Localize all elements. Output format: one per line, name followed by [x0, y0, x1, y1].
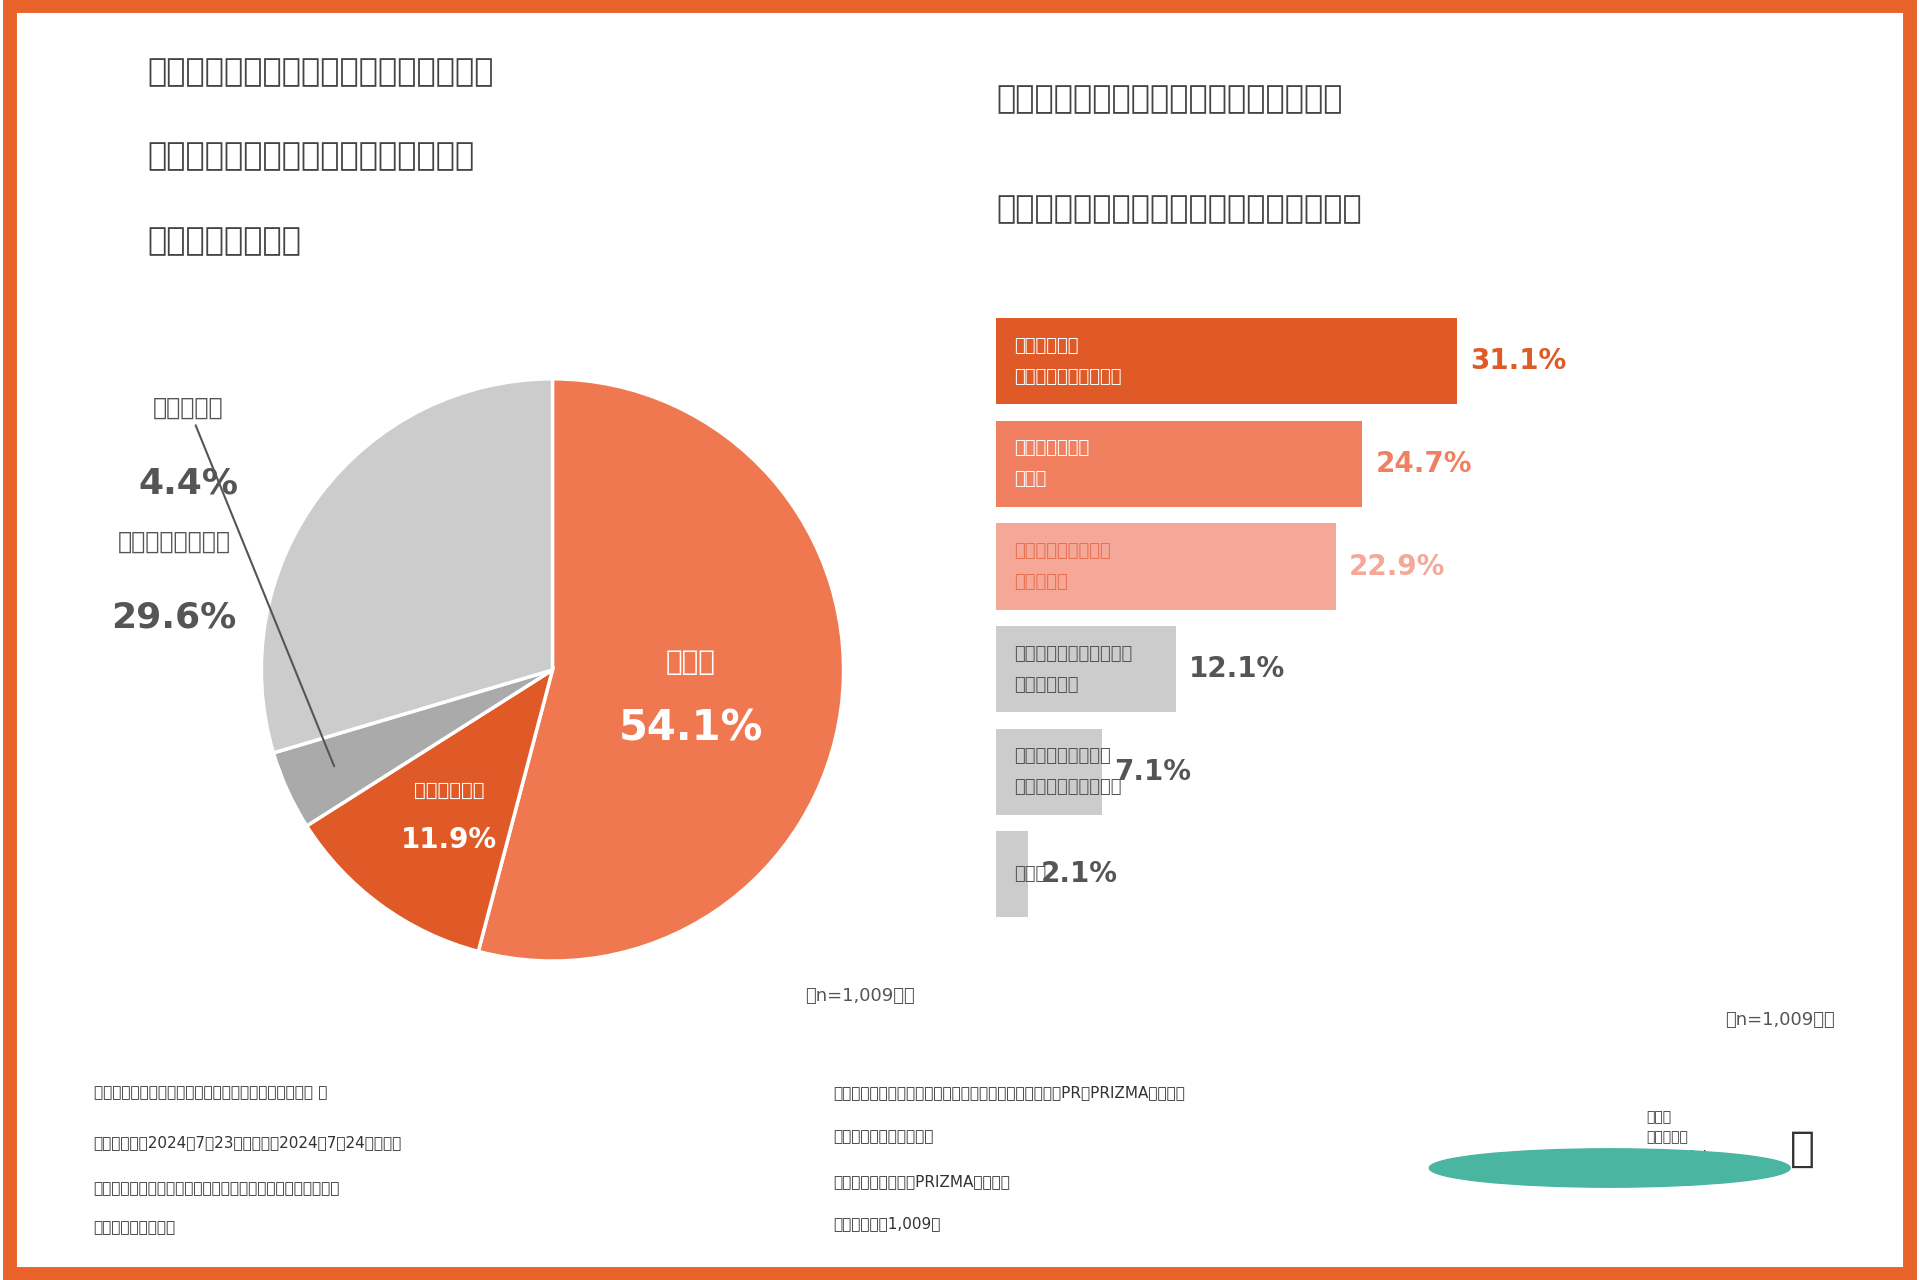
Text: 22.9%: 22.9%: [1348, 553, 1446, 581]
Text: 美術品
買取専門店
BAKU-Art: 美術品 買取専門店 BAKU-Art: [1645, 1110, 1709, 1164]
Text: 適正な価格を: 適正な価格を: [1014, 337, 1079, 355]
Circle shape: [1428, 1149, 1789, 1188]
Text: （n=1,009人）: （n=1,009人）: [1724, 1011, 1834, 1029]
Text: サービスがあったらいいなと思いますか？: サービスがあったらいいなと思いますか？: [996, 195, 1361, 225]
Text: 12.1%: 12.1%: [1188, 655, 1284, 684]
Text: 《調査概要：「フリマアプリの失敗談」に関する調査 》: 《調査概要：「フリマアプリの失敗談」に関する調査 》: [94, 1085, 326, 1101]
Text: について教えてくれる: について教えてくれる: [1014, 778, 1121, 796]
Text: 時期による価値の変動を: 時期による価値の変動を: [1014, 645, 1133, 663]
Text: してくれる: してくれる: [1014, 573, 1068, 591]
Text: 24.7%: 24.7%: [1375, 451, 1473, 477]
Text: 29.6%: 29.6%: [111, 600, 236, 635]
Text: ・調査方法：リンクアンドパートナーズが提供する調査PR「PRIZMA」による: ・調査方法：リンクアンドパートナーズが提供する調査PR「PRIZMA」による: [833, 1085, 1185, 1101]
Text: だと感じますか？: だと感じますか？: [148, 225, 301, 257]
Wedge shape: [273, 669, 553, 826]
Text: 本物と偽物の判断を: 本物と偽物の判断を: [1014, 541, 1110, 561]
Text: 回答したモニター: 回答したモニター: [94, 1220, 177, 1235]
Text: ・調査対象：調査回答時にフリマアプリで売却経験があると: ・調査対象：調査回答時にフリマアプリで売却経験があると: [94, 1181, 340, 1197]
Text: 31.1%: 31.1%: [1471, 347, 1567, 375]
Text: マーケットのニーズ: マーケットのニーズ: [1014, 748, 1110, 765]
Text: フリマアプリを利用する際、個人で物の: フリマアプリを利用する際、個人で物の: [148, 58, 493, 88]
Text: 54.1%: 54.1%: [618, 708, 764, 750]
Text: 難しくない: 難しくない: [154, 396, 334, 767]
Text: とても難しい: とても難しい: [415, 781, 484, 800]
Bar: [996, 626, 1175, 712]
Bar: [996, 831, 1027, 916]
Text: 猟: 猟: [1789, 1128, 1814, 1170]
Text: ・調査期間：2024年7月23日（火）～2024年7月24日（水）: ・調査期間：2024年7月23日（火）～2024年7月24日（水）: [94, 1135, 401, 1151]
Text: ・調査人数：1,009人: ・調査人数：1,009人: [833, 1216, 941, 1231]
Text: 11.9%: 11.9%: [401, 826, 497, 854]
Text: 不用品を出品・売却する際、どのような: 不用品を出品・売却する際、どのような: [996, 83, 1342, 115]
Wedge shape: [307, 669, 553, 951]
Wedge shape: [478, 379, 843, 961]
Bar: [996, 319, 1457, 404]
Text: その他: その他: [1014, 865, 1046, 883]
Text: アドバイスしてくれる: アドバイスしてくれる: [1014, 367, 1121, 387]
Text: 教えてくれる: 教えてくれる: [1014, 676, 1079, 694]
Text: （n=1,009人）: （n=1,009人）: [804, 987, 914, 1005]
Text: ・モニター提供元：PRIZMAリサーチ: ・モニター提供元：PRIZMAリサーチ: [833, 1174, 1010, 1189]
Wedge shape: [261, 379, 553, 753]
Bar: [996, 728, 1102, 814]
Text: 4.4%: 4.4%: [138, 467, 238, 500]
Text: くれる: くれる: [1014, 471, 1046, 489]
Text: 2.1%: 2.1%: [1041, 860, 1117, 888]
Text: 価値の判断をする難易度はどのくらい: 価値の判断をする難易度はどのくらい: [148, 142, 474, 173]
Bar: [996, 524, 1336, 609]
Text: インターネット調査: インターネット調査: [833, 1129, 933, 1144]
Text: 難しい: 難しい: [666, 648, 716, 676]
Text: 7.1%: 7.1%: [1116, 758, 1192, 786]
Bar: [996, 421, 1363, 507]
Text: あまり難しくない: あまり難しくない: [117, 530, 230, 554]
Text: 出品を代行して: 出品を代行して: [1014, 439, 1089, 457]
